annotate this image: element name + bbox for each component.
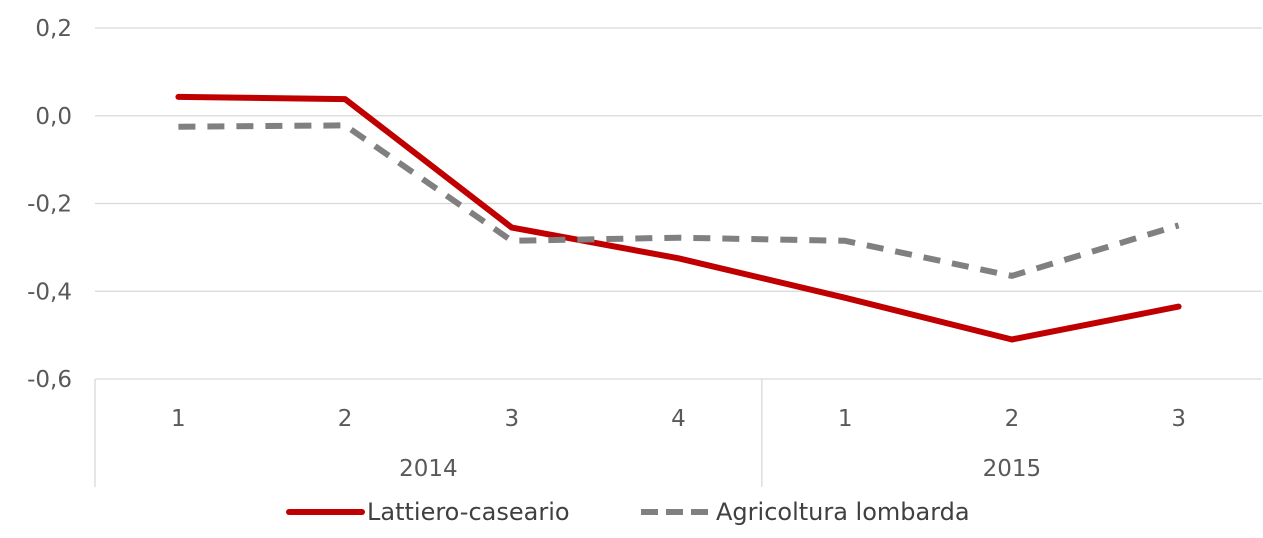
x-tick-label: 2 xyxy=(1005,406,1020,432)
series-line xyxy=(178,122,1180,279)
y-axis: 0,2 0,0 -0,2 -0,4 -0,6 xyxy=(27,16,72,393)
y-tick-label: -0,6 xyxy=(27,367,72,393)
x-tick-label: 1 xyxy=(838,406,853,432)
x-tick-label: 4 xyxy=(671,406,686,432)
legend-label: Lattiero-caseario xyxy=(367,498,570,526)
x-tick-label: 1 xyxy=(171,406,186,432)
legend-label: Agricoltura lombarda xyxy=(716,498,970,526)
legend: Lattiero-caseario Agricoltura lombarda xyxy=(286,498,970,526)
x-group-label: 2014 xyxy=(399,456,458,482)
y-tick-label: 0,2 xyxy=(35,16,72,42)
x-tick-label: 2 xyxy=(338,406,353,432)
gridlines xyxy=(95,27,1262,380)
series-line xyxy=(175,93,1182,343)
x-group-label: 2015 xyxy=(983,456,1042,482)
x-tick-label: 3 xyxy=(504,406,519,432)
series-lines xyxy=(175,93,1182,343)
y-tick-label: -0,2 xyxy=(27,192,72,218)
x-axis: 1 2 3 4 1 2 3 2014 2015 xyxy=(94,379,1186,487)
y-tick-label: -0,4 xyxy=(27,279,72,305)
x-tick-label: 3 xyxy=(1171,406,1186,432)
y-tick-label: 0,0 xyxy=(35,104,72,130)
